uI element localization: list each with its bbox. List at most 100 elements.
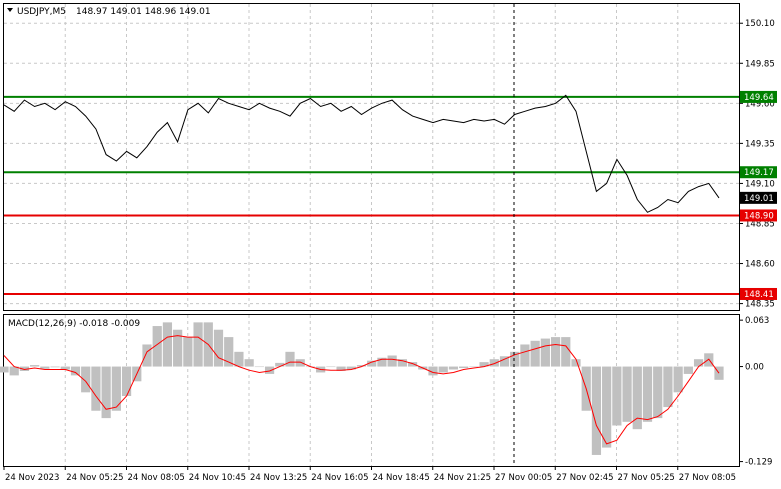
macd-tick-label: 0.063 <box>745 316 769 326</box>
time-tick-label: 24 Nov 13:25 <box>250 473 307 483</box>
level-tag <box>740 166 777 179</box>
price-tick-label: 149.35 <box>745 139 775 149</box>
macd-histogram-bar <box>101 366 111 419</box>
macd-histogram-bar <box>356 365 367 367</box>
macd-histogram-bar <box>81 366 91 393</box>
macd-histogram-bar <box>326 366 336 368</box>
price-axis[interactable]: 150.10149.85149.60149.35149.10148.85148.… <box>739 19 777 310</box>
macd-histogram-bar <box>489 359 499 367</box>
symbol-label: USDJPY,M5 <box>17 7 66 17</box>
macd-histogram-bar <box>602 366 612 448</box>
time-tick-label: 27 Nov 00:05 <box>495 473 552 483</box>
macd-histogram-bar <box>264 366 275 374</box>
macd-histogram-bar <box>653 366 663 419</box>
macd-histogram-bar <box>693 359 704 367</box>
macd-histogram-bar <box>683 366 693 374</box>
macd-label: MACD(12,26,9) -0.018 -0.009 <box>8 319 140 329</box>
macd-histogram-bar <box>91 366 101 411</box>
level-tag-label: 148.41 <box>744 290 774 300</box>
macd-histogram-bar <box>530 340 540 367</box>
macd-histogram-bar <box>173 329 183 367</box>
macd-histogram-bar <box>60 366 70 370</box>
macd-histogram-bar <box>561 337 571 367</box>
macd-histogram-bar <box>448 366 459 370</box>
level-tag-label: 148.90 <box>744 211 774 221</box>
macd-tick-label: -0.129 <box>745 458 772 468</box>
time-tick-label: 27 Nov 02:45 <box>556 473 613 483</box>
macd-histogram-bar <box>9 366 19 376</box>
level-tag-label: 149.17 <box>744 168 774 178</box>
macd-histogram-bar <box>295 359 305 367</box>
level-tag <box>740 287 777 300</box>
grid-lines <box>4 4 739 466</box>
macd-histogram-bar <box>550 337 561 367</box>
level-tag-label: 149.64 <box>744 93 774 103</box>
macd-histogram-bar <box>428 366 438 376</box>
macd-histogram-bar <box>193 322 203 367</box>
macd-histogram-bar <box>30 365 40 367</box>
current-price-tag <box>740 191 777 204</box>
macd-histogram-bar <box>479 362 489 367</box>
time-tick-label: 24 Nov 05:25 <box>66 473 123 483</box>
macd-histogram-bar <box>591 366 602 455</box>
macd-histogram-bar <box>40 366 50 369</box>
macd-histogram-bar <box>673 366 683 393</box>
symbol-dropdown-icon[interactable] <box>7 8 13 12</box>
time-tick-label: 24 Nov 16:05 <box>311 473 368 483</box>
time-tick-label: 27 Nov 08:05 <box>679 473 736 483</box>
price-tick-label: 148.60 <box>745 260 775 270</box>
macd-histogram-bar <box>336 366 346 371</box>
macd-histogram-bar <box>346 366 356 370</box>
time-tick-label: 27 Nov 05:25 <box>618 473 675 483</box>
macd-histogram-bar <box>183 337 193 367</box>
price-tick-label: 149.10 <box>745 179 775 189</box>
level-lines <box>4 95 739 295</box>
price-line <box>3 94 720 213</box>
macd-axis: 0.063 0.00 -0.129 <box>739 316 772 468</box>
macd-histogram-bar <box>70 366 81 376</box>
macd-histogram-bar <box>285 351 295 367</box>
macd-histogram-bar <box>520 344 530 367</box>
price-tick-label: 149.85 <box>745 59 775 69</box>
price-tick-label: 148.35 <box>745 300 775 310</box>
price-tick-label: 149.60 <box>745 99 775 109</box>
time-tick-label: 24 Nov 2023 <box>5 473 59 483</box>
macd-histogram-bar <box>50 366 60 368</box>
macd-histogram-bar <box>663 366 673 408</box>
macd-histogram-bar <box>540 338 550 367</box>
macd-histogram-bar <box>224 337 234 367</box>
macd-histogram-bar <box>244 359 254 367</box>
macd-histogram-bar <box>111 366 121 411</box>
macd-histogram-bar <box>397 359 407 367</box>
macd-histogram-bar <box>142 344 152 367</box>
macd-histogram-bar <box>121 366 132 397</box>
macd-histogram-bar <box>0 366 9 373</box>
macd-histogram-bar <box>377 357 387 367</box>
macd-histogram-bar <box>469 366 479 368</box>
macd-histogram-bar <box>612 366 622 426</box>
macd-histogram-bar <box>213 329 224 367</box>
macd-histogram-bar <box>275 362 285 367</box>
level-tag <box>740 209 777 222</box>
macd-histogram-bar <box>162 322 173 367</box>
macd-histogram-bar <box>642 366 653 422</box>
macd-histogram-bar <box>438 366 448 373</box>
macd-signal-line <box>3 335 720 445</box>
macd-indicator <box>0 322 724 455</box>
time-axis[interactable]: 24 Nov 2023 24 Nov 05:25 24 Nov 08:05 24 No… <box>3 466 736 483</box>
macd-histogram-bar <box>19 366 30 371</box>
ohlc-values: 148.97 149.01 148.96 149.01 <box>76 7 211 17</box>
macd-histogram-bar <box>367 360 377 367</box>
macd-histogram-bar <box>622 366 632 422</box>
time-tick-label: 24 Nov 18:45 <box>373 473 430 483</box>
macd-histogram-bar <box>571 359 581 367</box>
time-tick-label: 24 Nov 10:45 <box>189 473 246 483</box>
time-tick-label: 24 Nov 21:25 <box>434 473 491 483</box>
macd-histogram-bar <box>234 351 244 367</box>
macd-histogram-bar <box>499 356 510 367</box>
macd-histogram-bar <box>387 355 397 367</box>
price-tick-label: 150.10 <box>745 19 775 29</box>
time-tick-label: 24 Nov 08:05 <box>128 473 185 483</box>
current-price-label: 149.01 <box>744 194 774 204</box>
